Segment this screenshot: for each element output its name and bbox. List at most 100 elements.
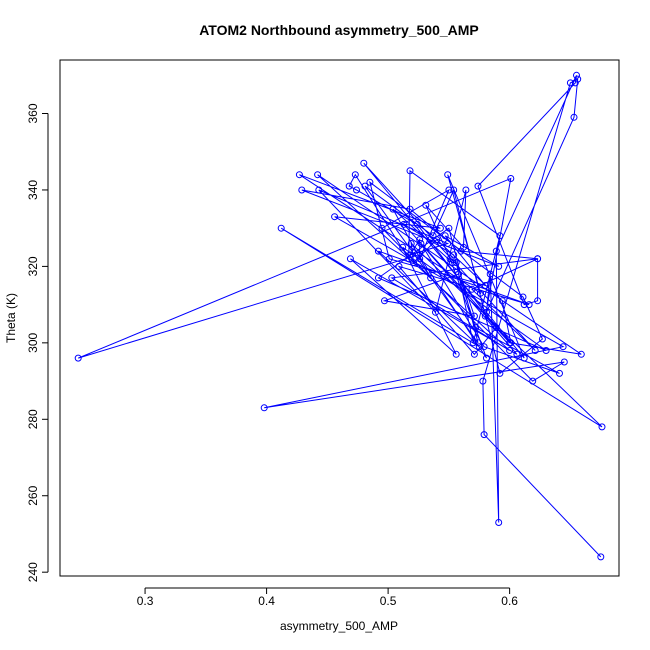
data-point	[469, 339, 477, 347]
y-tick-label: 260	[26, 485, 40, 505]
data-point	[574, 75, 582, 83]
data-point	[492, 247, 500, 255]
data-point	[406, 251, 414, 259]
data-point	[498, 297, 506, 305]
data-point	[298, 186, 306, 194]
data-point	[389, 205, 397, 213]
data-point	[378, 224, 386, 232]
data-point	[74, 354, 82, 362]
data-point	[496, 232, 504, 240]
data-point	[531, 347, 539, 354]
data-point	[427, 274, 435, 282]
y-tick-label: 340	[26, 180, 40, 200]
data-point	[445, 186, 453, 194]
data-point	[413, 220, 421, 228]
data-point	[480, 431, 488, 439]
data-point	[495, 519, 503, 526]
data-point	[480, 343, 488, 351]
data-point	[406, 167, 414, 175]
series-layer	[74, 71, 606, 561]
plot-area-frame	[59, 59, 620, 577]
data-point	[388, 274, 396, 282]
data-point	[314, 171, 322, 179]
data-point	[542, 347, 550, 354]
data-point	[353, 186, 360, 194]
x-tick-label: 0.6	[501, 594, 518, 608]
data-point	[446, 255, 454, 263]
data-point	[556, 369, 563, 377]
data-point	[483, 308, 490, 316]
data-point	[597, 553, 605, 561]
y-tick-label: 320	[26, 256, 40, 276]
x-tick-label: 0.5	[380, 594, 397, 608]
data-point	[475, 343, 483, 351]
data-point	[346, 255, 354, 263]
data-point	[441, 232, 449, 240]
data-point	[573, 71, 580, 79]
series-line	[78, 75, 603, 558]
data-point	[415, 251, 422, 259]
data-point	[374, 247, 382, 255]
data-point	[566, 79, 574, 87]
data-point	[534, 255, 542, 263]
data-point	[374, 274, 382, 282]
data-point	[462, 186, 470, 194]
data-point	[577, 350, 585, 358]
data-point	[507, 175, 515, 182]
data-point	[571, 79, 579, 87]
y-tick-label: 280	[26, 409, 40, 429]
chart-title: ATOM2 Northbound asymmetry_500_AMP	[199, 22, 479, 38]
data-point	[452, 259, 460, 267]
data-point	[452, 350, 460, 358]
data-point	[395, 262, 403, 270]
data-point	[416, 236, 424, 244]
data-point	[399, 243, 407, 251]
data-point	[529, 377, 537, 385]
data-point	[496, 369, 504, 377]
y-tick-label: 240	[26, 562, 40, 582]
data-point	[277, 224, 285, 232]
data-point	[366, 178, 374, 186]
y-axis-label: Theta (K)	[4, 293, 18, 343]
data-point	[474, 339, 482, 347]
data-point	[560, 358, 568, 366]
data-point	[474, 182, 482, 190]
data-point	[520, 301, 528, 309]
data-point	[481, 312, 489, 320]
data-point	[417, 240, 425, 247]
data-point	[432, 308, 439, 316]
data-point	[345, 182, 353, 190]
data-point	[444, 240, 452, 247]
data-point	[351, 171, 359, 179]
data-point	[416, 255, 424, 263]
data-point	[506, 347, 514, 354]
x-tick-label: 0.4	[258, 594, 275, 608]
data-point	[407, 240, 415, 247]
data-point	[570, 113, 578, 121]
data-point	[445, 224, 453, 232]
data-point	[260, 404, 268, 412]
x-axis: 0.3 0.4 0.5 0.6	[137, 587, 518, 608]
data-point	[410, 259, 418, 267]
data-point	[449, 259, 456, 267]
data-point	[450, 186, 458, 194]
data-point	[429, 232, 437, 240]
x-tick-label: 0.3	[137, 594, 154, 608]
data-point	[520, 354, 528, 362]
data-point	[477, 289, 484, 297]
data-point	[315, 186, 323, 194]
data-point	[483, 354, 490, 362]
data-point	[381, 297, 388, 305]
data-point	[457, 247, 465, 255]
data-point	[470, 350, 478, 358]
y-axis: 240 260 280 300 320 340 360	[26, 103, 49, 582]
data-point	[450, 251, 458, 259]
data-point	[444, 171, 452, 179]
data-point	[486, 270, 494, 278]
data-point	[400, 220, 408, 228]
data-point	[385, 255, 393, 263]
data-point	[538, 335, 546, 343]
data-point	[559, 343, 567, 351]
data-point	[507, 339, 515, 347]
